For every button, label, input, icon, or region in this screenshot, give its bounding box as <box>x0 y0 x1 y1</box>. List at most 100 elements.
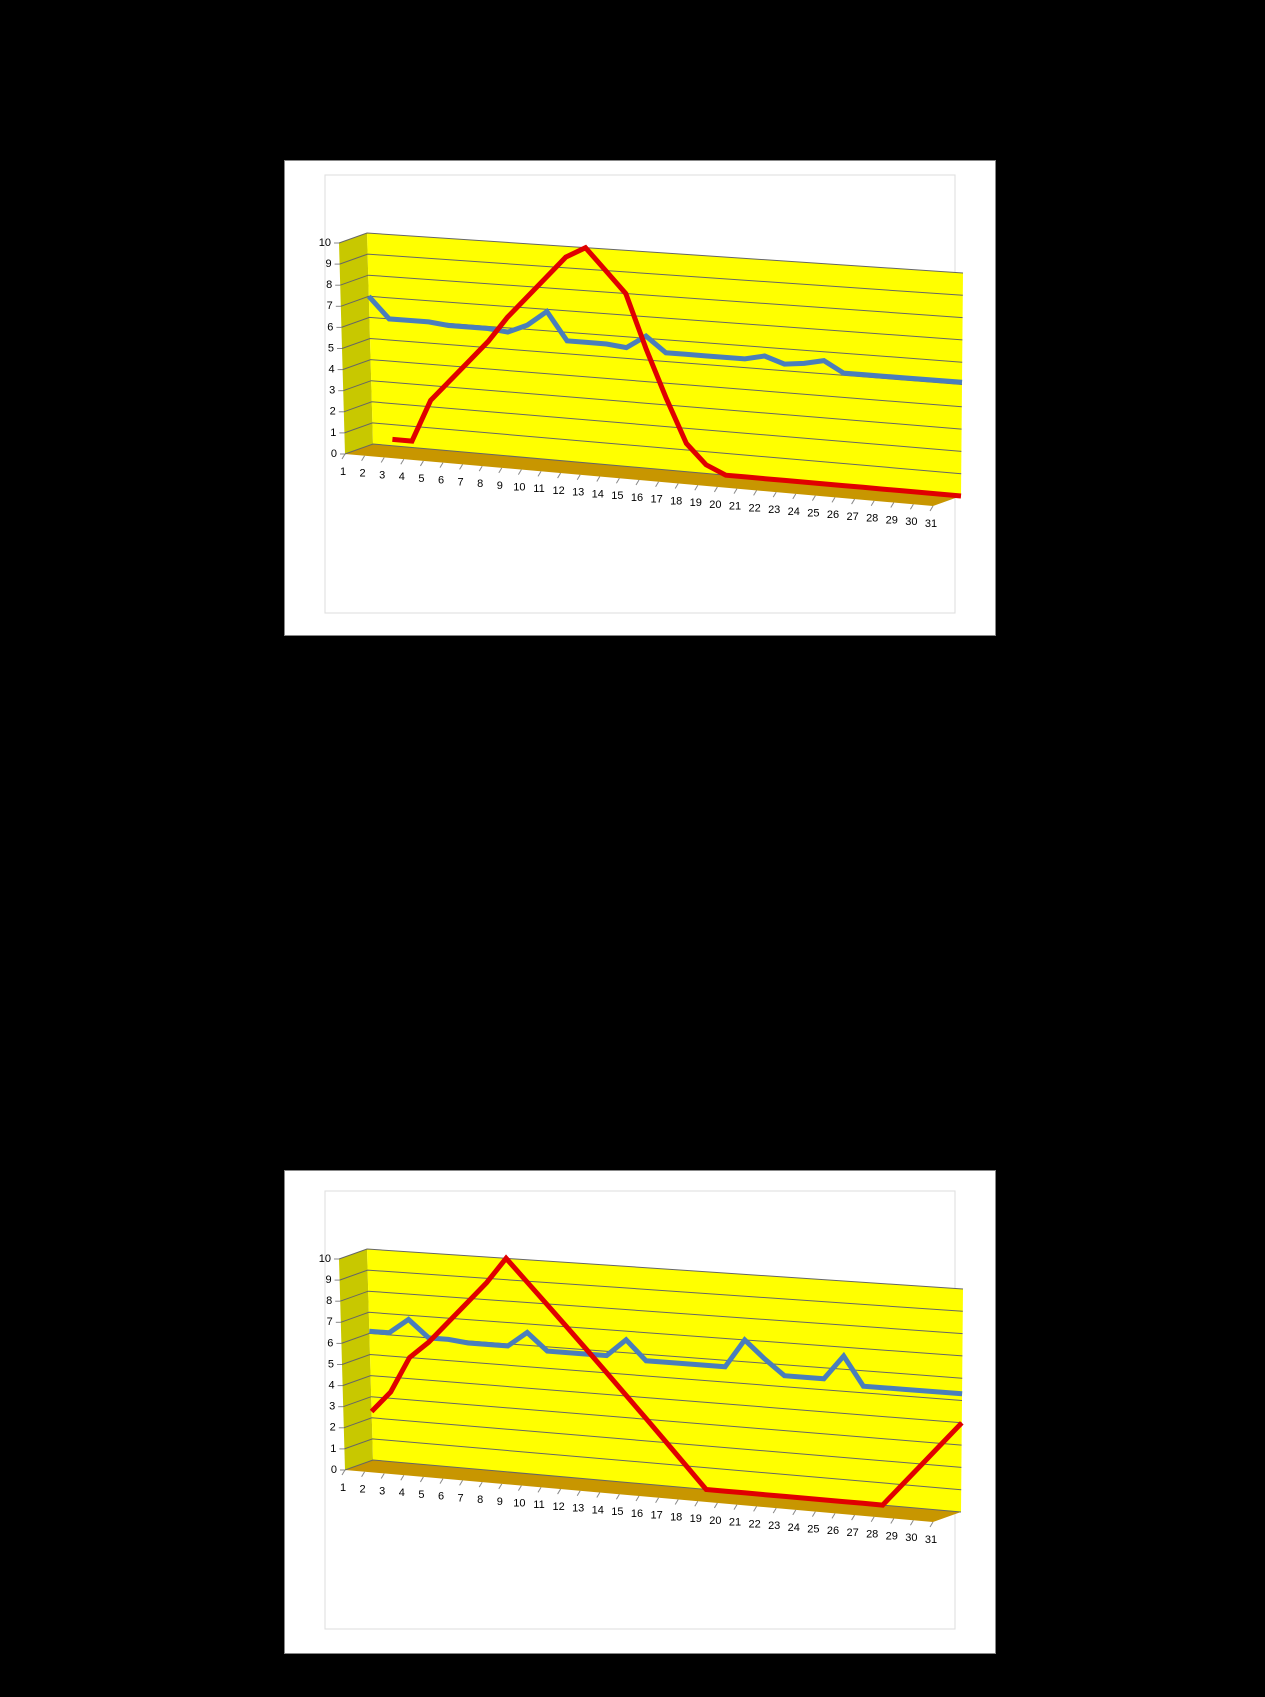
x-tick <box>400 458 405 465</box>
x-tick <box>459 464 464 470</box>
x-tick <box>733 488 738 494</box>
grid-line <box>339 253 963 296</box>
grid-line <box>343 401 962 452</box>
x-tick <box>557 472 562 479</box>
chart-panel: 0 1 2 3 4 5 6 7 8 9 10 1 2 3 4 5 6 7 8 9 10 11 12 13 14 15 16 17 18 1… <box>284 160 996 636</box>
x-tick-label: 7 <box>458 1492 464 1504</box>
x-tick-label: 31 <box>925 1534 937 1546</box>
x-tick <box>419 1476 424 1483</box>
grid-line <box>340 1290 963 1335</box>
x-tick <box>694 1500 699 1507</box>
x-tick-label: 2 <box>360 1484 366 1496</box>
x-tick <box>557 1488 562 1495</box>
y-tick-label: 1 <box>330 427 336 439</box>
x-tick <box>615 1494 620 1500</box>
y-tick-label: 8 <box>326 279 332 291</box>
x-tick-label: 2 <box>360 468 366 480</box>
x-tick <box>635 1495 640 1502</box>
x-tick <box>733 1504 738 1510</box>
x-tick-label: 6 <box>438 475 444 487</box>
x-tick-label: 21 <box>729 1517 741 1529</box>
x-tick-label: 28 <box>866 513 878 525</box>
x-tick <box>361 1471 366 1477</box>
x-tick-label: 19 <box>690 497 702 509</box>
x-tick-label: 6 <box>438 1491 444 1503</box>
x-tick <box>596 476 601 482</box>
x-tick <box>517 1485 522 1491</box>
x-tick-label: 30 <box>905 1532 917 1544</box>
x-tick-label: 27 <box>846 511 858 523</box>
x-tick-label: 10 <box>513 1498 525 1510</box>
y-tick-label: 9 <box>325 258 331 270</box>
x-tick <box>831 497 836 503</box>
x-tick-label: 14 <box>592 1504 604 1516</box>
x-tick-label: 12 <box>552 485 564 497</box>
y-tick-label: 7 <box>327 300 333 312</box>
y-tick-label: 6 <box>327 1337 333 1349</box>
x-tick-label: 25 <box>807 1524 819 1536</box>
floor <box>345 1460 961 1522</box>
x-tick <box>439 462 444 468</box>
x-tick <box>419 460 424 467</box>
x-tick-label: 29 <box>886 514 898 526</box>
x-tick-label: 1 <box>340 466 346 478</box>
x-tick-label: 22 <box>748 1518 760 1530</box>
x-tick <box>909 504 914 510</box>
x-tick-label: 10 <box>513 482 525 494</box>
x-tick <box>713 486 718 493</box>
grid-line <box>341 1353 963 1401</box>
y-tick-label: 2 <box>330 406 336 418</box>
x-tick-label: 23 <box>768 504 780 516</box>
x-tick <box>674 1499 679 1505</box>
x-tick-label: 30 <box>905 516 917 528</box>
x-tick-label: 14 <box>592 488 604 500</box>
x-tick-label: 9 <box>497 1496 503 1508</box>
back-wall <box>367 1249 963 1512</box>
y-tick-label: 6 <box>327 321 333 333</box>
grid-line <box>343 1396 962 1446</box>
x-tick <box>870 1516 875 1523</box>
x-tick <box>478 465 483 472</box>
grid-line <box>344 1438 962 1491</box>
x-tick-label: 15 <box>611 490 623 502</box>
x-tick <box>498 467 503 474</box>
x-tick-label: 17 <box>650 1510 662 1522</box>
x-tick-label: 7 <box>458 476 464 488</box>
y-tick-label: 9 <box>325 1274 331 1286</box>
x-tick-label: 16 <box>631 1508 643 1520</box>
x-tick <box>341 1469 346 1476</box>
x-tick-label: 11 <box>533 483 544 495</box>
grid-line <box>338 1248 964 1290</box>
grid-line <box>343 380 962 430</box>
grid-line <box>338 232 964 274</box>
x-tick-label: 13 <box>572 1503 584 1515</box>
grid-line <box>341 316 963 363</box>
x-tick <box>811 1511 816 1517</box>
y-tick-label: 3 <box>329 385 335 397</box>
x-tick <box>772 491 777 498</box>
x-tick <box>792 1509 797 1516</box>
x-tick <box>674 483 679 489</box>
x-tick <box>870 500 875 507</box>
y-tick-label: 10 <box>319 1253 331 1265</box>
x-tick-label: 23 <box>768 1520 780 1532</box>
x-tick-label: 8 <box>477 478 483 490</box>
x-tick <box>615 478 620 484</box>
x-tick-label: 5 <box>418 1489 424 1501</box>
grid-line <box>342 359 962 408</box>
x-tick <box>596 1492 601 1498</box>
grid-line <box>340 295 963 341</box>
x-tick <box>792 493 797 500</box>
x-tick-label: 12 <box>552 1501 564 1513</box>
x-tick-label: 24 <box>788 506 800 518</box>
x-tick <box>890 1518 895 1524</box>
back-wall <box>367 233 963 496</box>
x-tick-label: 9 <box>497 480 503 492</box>
x-tick <box>851 498 856 505</box>
y-tick-label: 4 <box>328 1380 334 1392</box>
y-tick-label: 5 <box>328 1358 334 1370</box>
y-tick-label: 1 <box>330 1443 336 1455</box>
x-tick <box>635 479 640 486</box>
